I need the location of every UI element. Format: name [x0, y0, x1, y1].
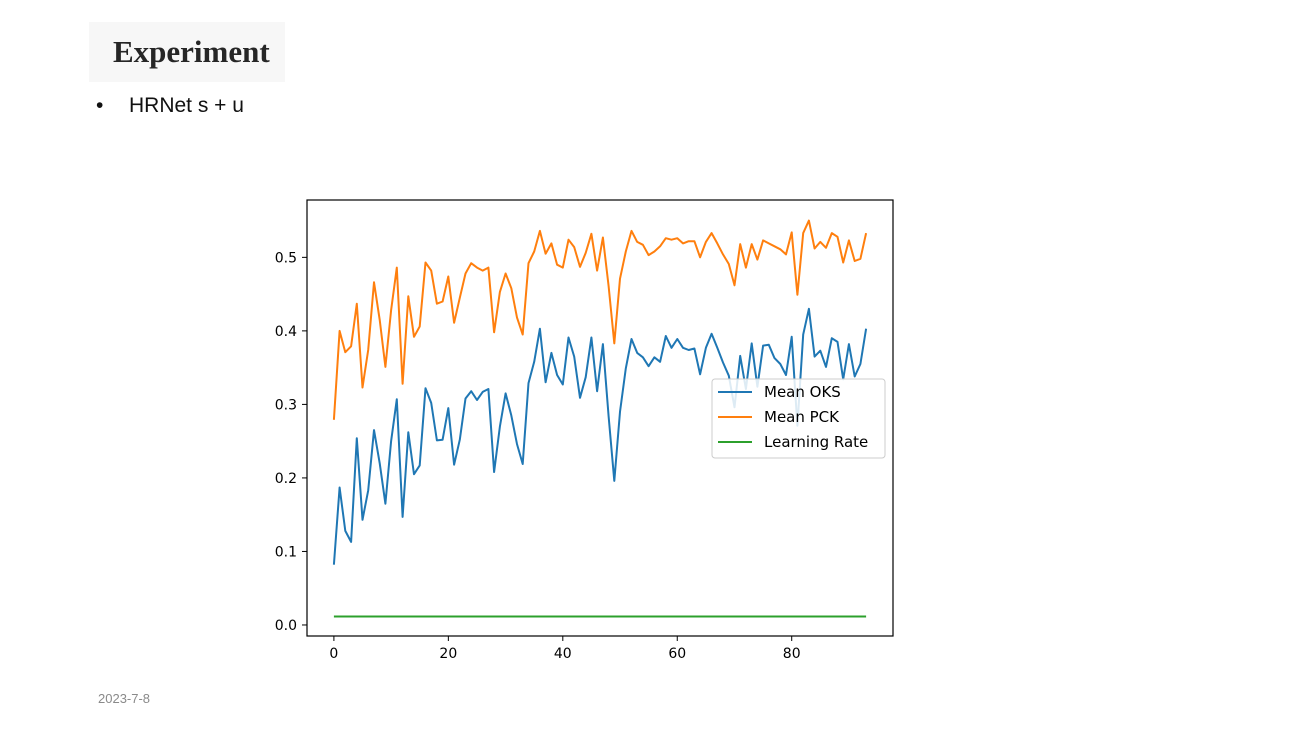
- title-background: [89, 22, 285, 82]
- x-tick-label: 80: [783, 646, 801, 662]
- bullet-text: HRNet s + u: [129, 94, 244, 117]
- y-tick-label: 0.4: [275, 324, 297, 340]
- series-line-mean-pck: [332, 219, 868, 420]
- y-tick-label: 0.3: [275, 397, 297, 413]
- legend-label: Mean PCK: [764, 408, 840, 426]
- x-tick-label: 60: [668, 646, 686, 662]
- legend-label: Mean OKS: [764, 383, 841, 401]
- legend-box: [711, 378, 886, 459]
- x-tick-label: 40: [554, 646, 572, 662]
- axis-layer: 0 20 40 60 80 0.0 0.1 0.2 0.3 0.4 0.5: [275, 250, 801, 662]
- y-tick-label: 0.0: [275, 618, 297, 634]
- slide-title: Experiment: [113, 34, 270, 69]
- series-line-mean-oks: [332, 307, 868, 565]
- legend-label: Learning Rate: [764, 433, 868, 451]
- x-tick-label: 20: [439, 646, 457, 662]
- x-tick-label: 0: [329, 646, 338, 662]
- y-tick-label: 0.5: [275, 250, 297, 266]
- bullet-symbol: •: [96, 94, 104, 117]
- plot-frame: [306, 199, 894, 637]
- y-tick-label: 0.1: [275, 544, 297, 560]
- footer-date: 2023-7-8: [98, 691, 151, 706]
- series-layer: [332, 219, 868, 618]
- y-tick-label: 0.2: [275, 471, 297, 487]
- legend: Mean OKS Mean PCK Learning Rate: [711, 378, 886, 459]
